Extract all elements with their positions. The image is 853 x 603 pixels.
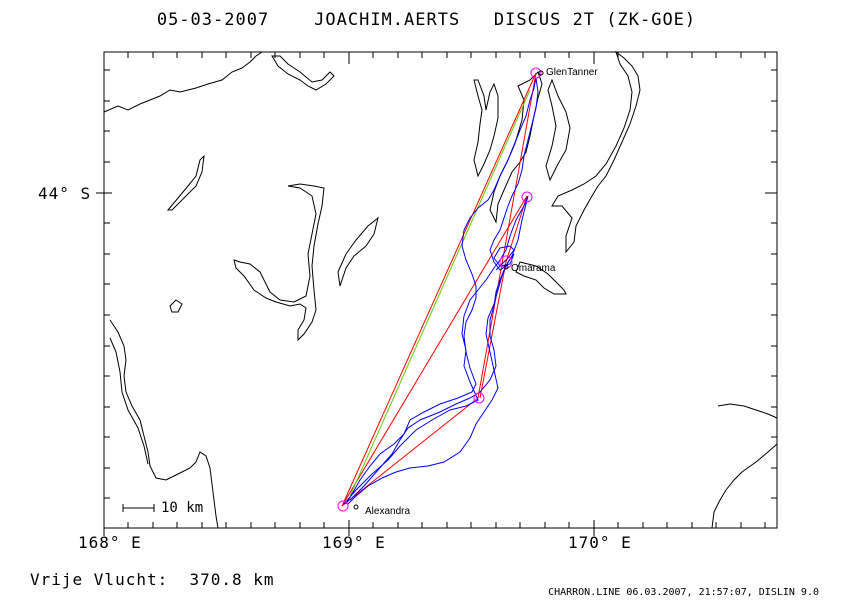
coast-northwest xyxy=(103,51,263,113)
right-ticks xyxy=(765,69,777,499)
flight-title: 05-03-2007 JOACHIM.AERTS DISCUS 2T (ZK-G… xyxy=(0,10,853,30)
turnpoint-north-east xyxy=(521,191,533,203)
lake-tekapo xyxy=(545,78,571,182)
turnpoints xyxy=(337,67,542,512)
lake-benmore xyxy=(515,261,567,295)
lon-label-168: 168° E xyxy=(78,533,142,552)
coast-east xyxy=(717,403,778,419)
left-ticks xyxy=(96,69,112,499)
leg-line xyxy=(349,89,531,497)
lat-label: 44° S xyxy=(38,184,92,203)
marker-omarama xyxy=(503,264,509,270)
pilot-name: JOACHIM.AERTS xyxy=(314,10,461,30)
lake-small-2 xyxy=(169,299,183,313)
lon-label-170: 170° E xyxy=(568,533,632,552)
river-west-2 xyxy=(109,337,149,465)
turnpoint-omarama xyxy=(499,255,513,269)
credit-line: CHARRON.LINE 06.03.2007, 21:57:07, DISLI… xyxy=(548,587,819,598)
distance-readout: Vrije Vlucht: 370.8 km xyxy=(30,570,275,589)
place-glentanner: GlenTanner xyxy=(546,67,598,78)
plot-frame xyxy=(103,51,778,529)
top-ticks xyxy=(127,52,766,64)
place-alexandra: Alexandra xyxy=(365,506,411,517)
lon-label-169: 169° E xyxy=(322,533,386,552)
lake-outlines xyxy=(103,50,778,529)
flight-track xyxy=(343,77,539,505)
lake-top-left xyxy=(271,55,335,91)
task-line xyxy=(341,72,537,507)
turnpoint-alexandra xyxy=(337,500,349,512)
scale-bar xyxy=(122,504,155,512)
flight-track-2 xyxy=(349,269,505,501)
lake-wakatipu xyxy=(233,183,325,342)
marker-glentanner xyxy=(538,70,544,76)
scale-label: 10 km xyxy=(161,500,204,516)
turnpoint-glentanner xyxy=(530,67,542,79)
lake-east-1 xyxy=(473,79,499,178)
coast-east-2 xyxy=(711,443,778,529)
marker-alexandra xyxy=(353,504,359,510)
turnpoint-south xyxy=(473,392,485,404)
flight-date: 05-03-2007 xyxy=(156,10,270,30)
place-markers xyxy=(353,70,544,510)
distance-value: 370.8 km xyxy=(189,570,275,589)
flight-track-3 xyxy=(347,245,515,505)
lake-small-1 xyxy=(166,154,205,211)
glider-name: DISCUS 2T (ZK-GOE) xyxy=(493,10,697,30)
lake-small-3 xyxy=(337,216,379,287)
distance-label: Vrije Vlucht: xyxy=(30,570,169,589)
bottom-ticks xyxy=(103,520,766,536)
river-west-1 xyxy=(109,319,219,529)
lake-east-2 xyxy=(551,50,641,254)
place-omarama: Omarama xyxy=(511,263,556,274)
